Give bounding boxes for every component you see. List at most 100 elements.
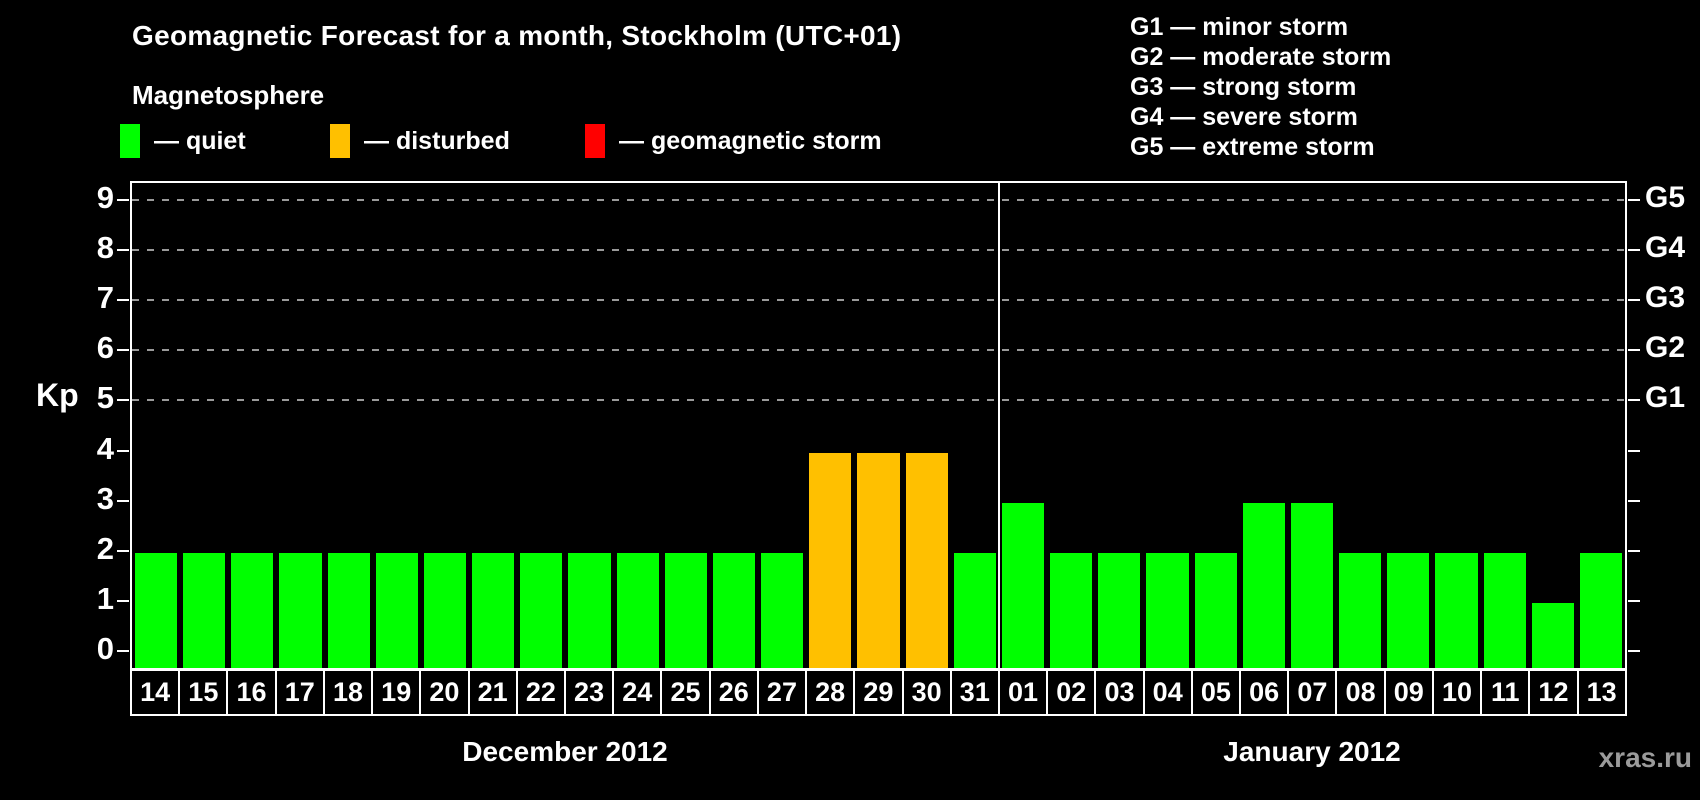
legend-label-disturbed: — disturbed [364,126,510,155]
gridline-kp5 [132,399,1625,402]
magnetosphere-legend-heading: Magnetosphere [132,80,325,110]
storm-scale-g4: G4 — severe storm [1130,103,1358,131]
kp-bar-day-08 [1339,552,1382,668]
y-axis-tick-label-2: 2 [96,530,114,566]
day-label-02: 02 [1048,671,1097,714]
y-axis-tick-left-8 [117,248,129,251]
kp-bar-day-09 [1387,552,1430,668]
storm-scale-g3: G3 — strong storm [1130,73,1357,101]
gridline-kp9 [132,198,1625,201]
y-axis-tick-label-9: 9 [96,179,114,215]
kp-bar-day-14 [135,552,178,668]
right-axis-label-g1: G1 [1645,381,1686,415]
gridline-kp7 [132,299,1625,302]
legend-label-quiet: — quiet [154,126,246,155]
kp-bar-day-18 [327,552,370,668]
y-axis-tick-right-9 [1628,198,1640,201]
kp-bar-day-06 [1242,502,1285,668]
legend-label-storm: — geomagnetic storm [619,126,882,155]
legend-item-disturbed: — disturbed [330,123,510,159]
storm-color-swatch [585,124,605,158]
y-axis-tick-label-5: 5 [96,380,114,416]
kp-bar-day-16 [231,552,274,668]
y-axis-tick-label-1: 1 [96,581,114,617]
kp-bar-day-27 [761,552,804,668]
y-axis-tick-left-5 [117,399,129,402]
y-axis-tick-right-3 [1628,499,1640,502]
kp-bar-day-29 [857,452,900,668]
y-axis-tick-right-4 [1628,449,1640,452]
day-label-10: 10 [1434,671,1483,714]
day-label-14: 14 [132,671,181,714]
day-label-18: 18 [325,671,374,714]
y-axis-label: Kp [36,377,79,413]
kp-bar-day-20 [423,552,467,668]
day-label-22: 22 [518,671,566,714]
day-label-21: 21 [470,671,518,714]
kp-bar-day-23 [568,552,611,668]
watermark: xras.ru [1598,742,1692,773]
day-label-13: 13 [1586,677,1617,707]
month-separator-line [997,183,1000,668]
day-label-15: 15 [180,671,229,714]
day-label-07: 07 [1289,671,1338,714]
day-label-19: 19 [373,671,422,714]
kp-bar-day-31 [953,552,996,668]
kp-bar-day-10 [1435,552,1478,668]
y-axis-tick-label-7: 7 [96,280,114,316]
y-axis-tick-left-3 [117,499,129,502]
day-label-31: 31 [952,671,1000,714]
kp-bar-day-24 [616,552,659,668]
y-axis-tick-label-8: 8 [96,229,114,265]
kp-bar-day-28 [809,452,852,668]
kp-bar-day-26 [712,552,756,668]
kp-bar-day-03 [1098,552,1141,668]
day-label-20: 20 [421,671,470,714]
gridline-kp6 [132,349,1625,352]
kp-bar-day-25 [664,552,707,668]
right-axis-label-g2: G2 [1645,331,1686,365]
y-axis-tick-left-4 [117,449,129,452]
kp-bar-day-02 [1050,552,1093,668]
kp-bar-day-30 [905,452,948,668]
day-label-29: 29 [855,671,904,714]
kp-bar-day-12 [1531,603,1574,668]
disturbed-color-swatch [330,124,350,158]
x-axis-day-labels: 14 15 16 17 18 19 20 21 22 23 24 25 26 27 28 29 30 31 01 02… [130,669,1627,716]
storm-scale-g2: G2 — moderate storm [1130,43,1392,71]
day-label-11: 11 [1482,671,1531,714]
kp-bar-day-22 [520,552,563,668]
month-label-january: January 2012 [1223,736,1401,767]
y-axis-tick-left-9 [117,198,129,201]
legend-item-storm: — geomagnetic storm [585,123,882,159]
kp-bar-day-17 [279,552,322,668]
kp-bar-day-13 [1579,552,1622,668]
y-axis-tick-right-8 [1628,248,1640,251]
y-axis-tick-right-1 [1628,600,1640,603]
y-axis-tick-label-6: 6 [96,330,114,366]
plot-area [130,181,1627,670]
day-label-04: 04 [1145,671,1193,714]
kp-bar-day-11 [1483,552,1526,668]
day-label-23: 23 [566,671,615,714]
chart-title: Geomagnetic Forecast for a month, Stockh… [132,20,902,51]
day-label-28: 28 [807,671,856,714]
storm-scale-g5: G5 — extreme storm [1130,133,1375,161]
y-axis-tick-right-0 [1628,650,1640,653]
y-axis-tick-right-5 [1628,399,1640,402]
day-label-05: 05 [1193,671,1242,714]
right-axis-label-g3: G3 [1645,281,1686,315]
y-axis-tick-left-6 [117,349,129,352]
y-axis-tick-right-7 [1628,299,1640,302]
kp-bar-day-15 [183,552,226,668]
day-label-17: 17 [277,671,325,714]
y-axis-tick-right-2 [1628,549,1640,552]
month-label-december: December 2012 [462,736,668,767]
legend-item-quiet: — quiet [120,123,246,159]
storm-scale-legend: G1 — minor storm G2 — moderate storm G3 … [1130,12,1391,162]
y-axis-tick-left-7 [117,299,129,302]
quiet-color-swatch [120,124,140,158]
kp-bar-day-05 [1194,552,1237,668]
y-axis-tick-left-2 [117,549,129,552]
